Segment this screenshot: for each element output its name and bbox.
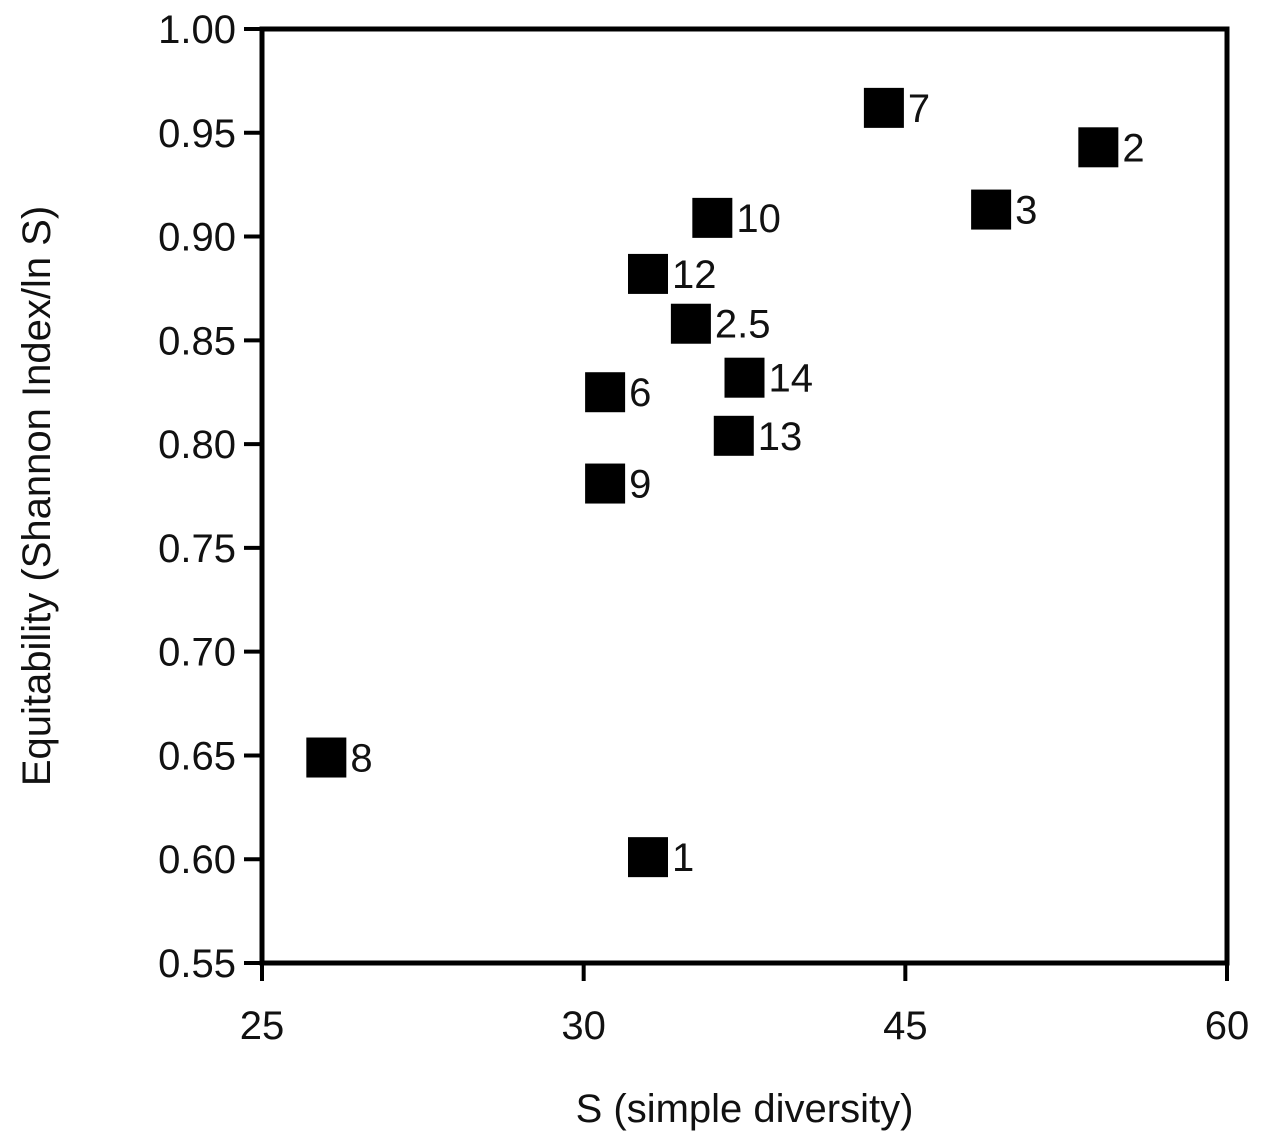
x-tick-label: 45 [883,1004,928,1048]
y-tick-label: 0.85 [158,319,236,363]
data-point-2.5 [670,303,711,344]
data-label-13: 13 [758,415,803,459]
y-tick-label: 0.95 [158,112,236,156]
data-point-13 [713,415,754,456]
y-axis-ticks: 0.55 0.60 0.65 0.70 0.75 0.80 0.85 0.90 0.95 1.00 [158,8,262,986]
y-tick-label: 0.80 [158,423,236,467]
data-label-8: 8 [350,737,372,781]
y-tick-label: 0.60 [158,838,236,882]
plot-area-frame [259,26,1230,966]
data-point-12 [628,253,668,294]
data-label-10: 10 [736,197,781,241]
data-label-1: 1 [672,836,694,880]
x-tick-label: 30 [561,1004,606,1048]
data-label-6: 6 [629,371,651,415]
data-label-3: 3 [1015,189,1037,233]
data-point-2 [1078,127,1119,168]
data-point-1 [628,837,668,878]
x-tick-label: 25 [240,1004,285,1048]
data-point-10 [692,197,733,238]
y-tick-label: 0.75 [158,527,236,571]
data-points: 7 2 3 10 12 2.5 14 6 13 9 8 1 [306,87,1145,880]
data-point-7 [863,87,904,128]
y-tick-label: 0.65 [158,734,236,778]
y-tick-label: 0.90 [158,216,236,260]
data-label-7: 7 [908,87,930,131]
y-tick-label: 0.70 [158,631,236,675]
x-axis-label: S (simple diversity) [576,1087,914,1131]
data-point-14 [724,357,765,398]
data-point-6 [585,372,626,413]
data-label-9: 9 [629,463,651,507]
data-label-2.5: 2.5 [715,303,771,347]
x-axis-ticks: 25 30 45 60 [240,963,1250,1048]
data-label-14: 14 [769,357,814,401]
data-point-3 [971,189,1012,230]
data-label-12: 12 [672,253,717,297]
x-tick-label: 60 [1205,1004,1250,1048]
y-axis-label: Equitability (Shannon Index/ln S) [15,206,59,786]
y-tick-label: 1.00 [158,8,236,52]
data-point-9 [585,463,626,504]
y-tick-label: 0.55 [158,942,236,986]
data-point-8 [306,737,347,778]
data-label-2: 2 [1122,126,1144,170]
